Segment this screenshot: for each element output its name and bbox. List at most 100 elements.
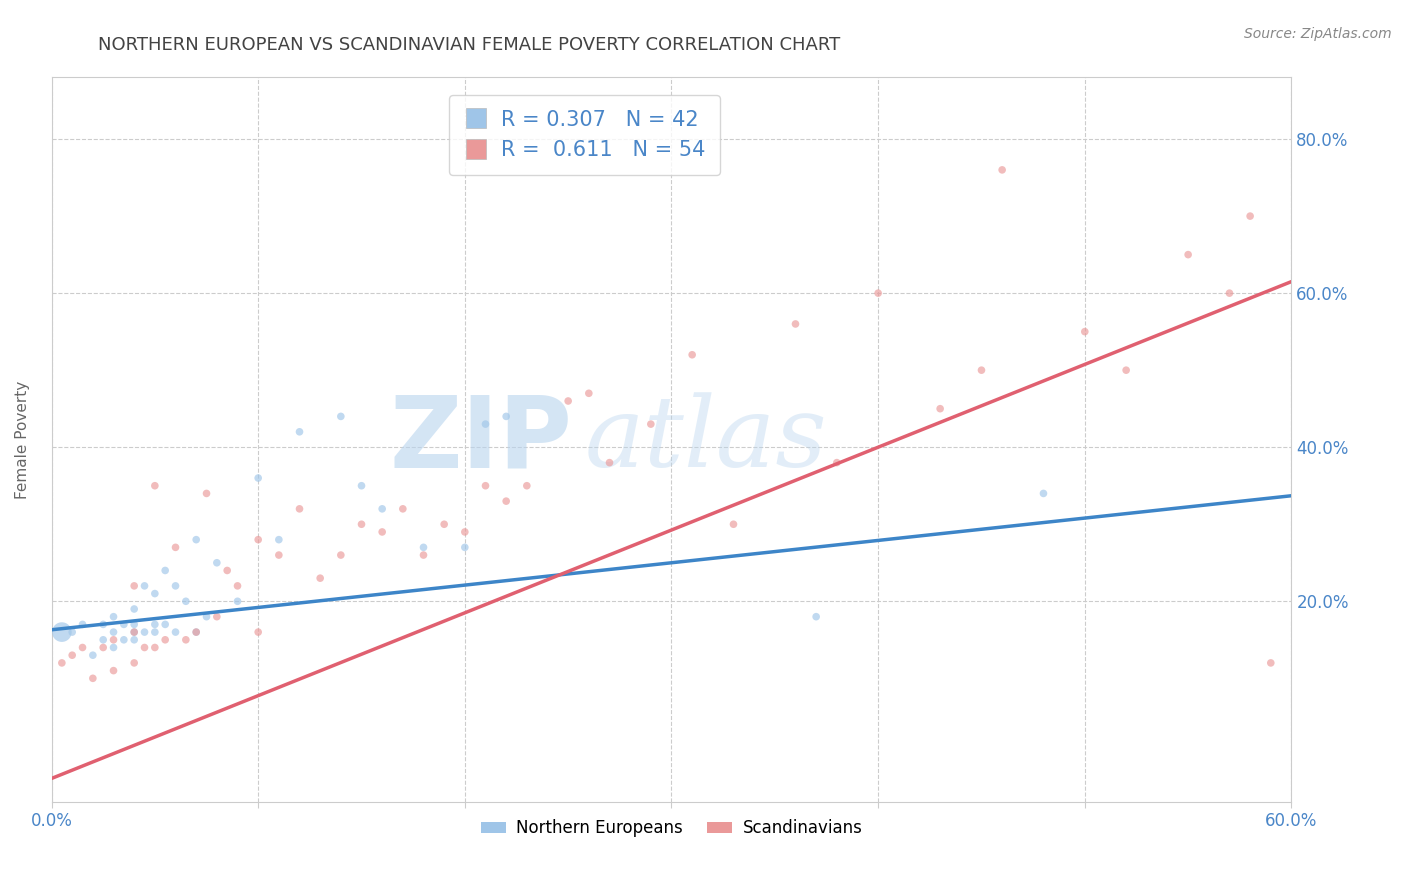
Point <box>433 517 456 532</box>
Point <box>267 533 290 547</box>
Point <box>195 486 218 500</box>
Point <box>329 548 352 562</box>
Point <box>165 541 187 555</box>
Point <box>205 609 228 624</box>
Point <box>174 632 197 647</box>
Point <box>557 394 579 409</box>
Point <box>723 517 745 532</box>
Text: atlas: atlas <box>585 392 828 487</box>
Point <box>165 579 187 593</box>
Point <box>165 625 187 640</box>
Point <box>103 632 125 647</box>
Point <box>60 625 83 640</box>
Legend: Northern Europeans, Scandinavians: Northern Europeans, Scandinavians <box>474 813 869 844</box>
Point <box>174 594 197 608</box>
Point <box>143 625 166 640</box>
Point <box>122 617 145 632</box>
Point <box>72 617 94 632</box>
Point <box>72 640 94 655</box>
Text: Source: ZipAtlas.com: Source: ZipAtlas.com <box>1244 27 1392 41</box>
Point <box>288 501 311 516</box>
Point <box>516 479 538 493</box>
Point <box>122 632 145 647</box>
Text: NORTHERN EUROPEAN VS SCANDINAVIAN FEMALE POVERTY CORRELATION CHART: NORTHERN EUROPEAN VS SCANDINAVIAN FEMALE… <box>98 36 841 54</box>
Point <box>153 564 176 578</box>
Point <box>122 579 145 593</box>
Point <box>51 625 73 640</box>
Point <box>122 625 145 640</box>
Point <box>134 625 156 640</box>
Point <box>134 579 156 593</box>
Point <box>91 617 114 632</box>
Point <box>598 456 620 470</box>
Point <box>134 640 156 655</box>
Point <box>91 640 114 655</box>
Point <box>143 479 166 493</box>
Point <box>186 533 208 547</box>
Point <box>392 501 415 516</box>
Point <box>970 363 993 377</box>
Point <box>1218 286 1240 301</box>
Point <box>103 609 125 624</box>
Point <box>205 556 228 570</box>
Point <box>1115 363 1137 377</box>
Point <box>186 625 208 640</box>
Point <box>681 348 703 362</box>
Point <box>186 625 208 640</box>
Point <box>929 401 952 416</box>
Point <box>350 479 373 493</box>
Point <box>103 625 125 640</box>
Point <box>103 640 125 655</box>
Point <box>329 409 352 424</box>
Text: ZIP: ZIP <box>389 391 572 488</box>
Point <box>247 625 270 640</box>
Point <box>143 586 166 600</box>
Point <box>804 609 827 624</box>
Point <box>350 517 373 532</box>
Point <box>371 501 394 516</box>
Point <box>247 533 270 547</box>
Point <box>1032 486 1054 500</box>
Point <box>247 471 270 485</box>
Y-axis label: Female Poverty: Female Poverty <box>15 380 30 499</box>
Point <box>991 162 1014 177</box>
Point <box>267 548 290 562</box>
Point <box>371 524 394 539</box>
Point <box>785 317 807 331</box>
Point <box>412 541 434 555</box>
Point <box>226 594 249 608</box>
Point <box>309 571 332 585</box>
Point <box>91 632 114 647</box>
Point <box>226 579 249 593</box>
Point <box>195 609 218 624</box>
Point <box>122 656 145 670</box>
Point <box>495 409 517 424</box>
Point <box>153 632 176 647</box>
Point <box>495 494 517 508</box>
Point <box>474 417 496 431</box>
Point <box>454 541 477 555</box>
Point <box>143 640 166 655</box>
Point <box>82 648 104 663</box>
Point <box>1177 247 1199 261</box>
Point <box>1260 656 1282 670</box>
Point <box>103 664 125 678</box>
Point <box>825 456 848 470</box>
Point <box>112 632 135 647</box>
Point <box>60 648 83 663</box>
Point <box>153 617 176 632</box>
Point <box>412 548 434 562</box>
Point <box>51 656 73 670</box>
Point <box>143 617 166 632</box>
Point <box>578 386 600 401</box>
Point <box>82 671 104 685</box>
Point <box>112 617 135 632</box>
Point <box>122 625 145 640</box>
Point <box>1074 325 1097 339</box>
Point <box>217 564 239 578</box>
Point <box>640 417 662 431</box>
Point <box>1239 209 1261 223</box>
Point <box>288 425 311 439</box>
Point <box>868 286 890 301</box>
Point <box>122 602 145 616</box>
